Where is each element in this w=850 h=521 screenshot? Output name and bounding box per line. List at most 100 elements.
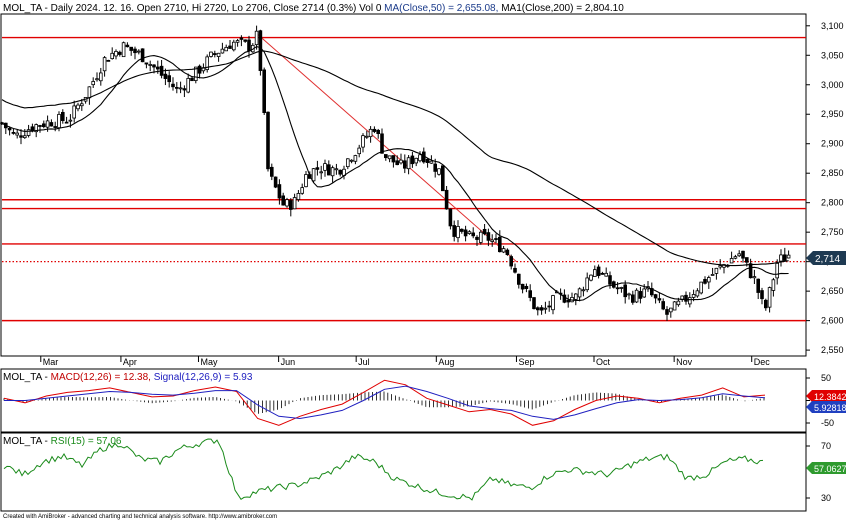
candle-body — [269, 166, 274, 177]
candle-body — [783, 254, 787, 261]
last-close-badge: 2,714 — [806, 251, 846, 265]
candle-body — [539, 307, 544, 311]
candle-body — [536, 307, 540, 311]
candle-body — [45, 120, 50, 128]
macd-value-badge: 12.3842 — [806, 390, 847, 402]
candle-body — [699, 281, 703, 294]
candle-body — [756, 278, 760, 293]
candle-body — [672, 301, 677, 311]
candle-body — [266, 111, 270, 170]
candle-body — [68, 119, 73, 122]
candle-body — [144, 62, 149, 65]
candle-body — [414, 157, 418, 164]
x-tick-label: Dec — [754, 357, 771, 367]
candle-body — [288, 200, 293, 210]
candle-body — [334, 168, 339, 171]
candle-body — [152, 64, 156, 68]
price-pane-frame — [0, 13, 807, 357]
candle-body — [615, 287, 620, 290]
candle-body — [387, 155, 392, 160]
candle-body — [114, 50, 118, 57]
x-tick-label: Nov — [676, 357, 693, 367]
candle-body — [748, 263, 753, 279]
candle-body — [437, 168, 441, 175]
candle-body — [383, 154, 388, 159]
candle-body — [197, 65, 202, 74]
candle-body — [281, 195, 285, 206]
rsi-y-tick-label: 70 — [821, 441, 831, 451]
candle-body — [577, 288, 582, 298]
candle-body — [459, 228, 464, 232]
candle-body — [505, 249, 510, 256]
candle-body — [118, 51, 122, 55]
x-tick-label: Oct — [596, 357, 611, 367]
candle-body — [239, 37, 244, 40]
candle-body — [338, 169, 342, 175]
price-y-axis: 3,100 3,050 3,000 2,950 2,900 2,850 2,800 2,750… — [806, 21, 844, 355]
x-tick-label: Aug — [438, 357, 454, 367]
candle-body — [171, 83, 175, 88]
candle-body — [729, 258, 734, 264]
macd-histogram — [3, 391, 765, 414]
candle-body — [140, 48, 145, 63]
candle-body — [76, 104, 80, 110]
rsi-value-badge: 57.0627 — [806, 462, 847, 474]
price-y-tick-label: 2,800 — [821, 198, 844, 208]
candle-body — [262, 69, 266, 113]
candle-body — [323, 163, 327, 171]
candle-body — [619, 287, 624, 289]
candle-body — [665, 309, 669, 315]
candle-body — [752, 276, 757, 279]
candle-body — [547, 305, 551, 308]
rsi-y-tick-label: 30 — [821, 493, 831, 503]
price-y-tick-label: 2,550 — [821, 345, 844, 355]
candle-body — [596, 266, 601, 276]
candle-body — [224, 46, 229, 52]
candle-body — [57, 113, 61, 129]
rsi-value: 57.0627 — [814, 464, 847, 474]
candle-body — [604, 272, 608, 277]
signal-label: Signal(12,26,9) = 5.93 — [154, 372, 253, 383]
candle-body — [300, 187, 304, 194]
candle-body — [661, 301, 665, 310]
candle-body — [600, 272, 605, 275]
candle-body — [490, 239, 494, 242]
candle-body — [247, 39, 251, 52]
candle-body — [440, 165, 445, 192]
candle-body — [513, 267, 517, 273]
candle-body — [478, 231, 483, 243]
rsi-header: MOL_TA - RSI(15) = 57.06 — [3, 436, 122, 447]
candle-body — [775, 262, 779, 279]
price-header: MOL_TA - Daily 2024. 12. 16. Open 2710, … — [3, 3, 624, 14]
candle-body — [593, 269, 597, 277]
candle-body — [517, 273, 521, 285]
rsi-y-axis: 70 30 — [806, 441, 831, 503]
candle-body — [49, 122, 54, 127]
candle-body — [30, 126, 35, 132]
candle-body — [15, 132, 20, 136]
candle-body — [463, 229, 468, 237]
candle-body — [402, 160, 407, 169]
x-tick-label: Mar — [43, 357, 59, 367]
candle-body — [718, 265, 722, 268]
candle-body — [737, 253, 741, 257]
candle-body — [136, 50, 141, 53]
candle-body — [372, 128, 377, 132]
candle-body — [174, 86, 179, 89]
candle-body — [277, 184, 282, 199]
candle-body — [345, 158, 350, 168]
candle-body — [395, 160, 399, 166]
candle-body — [551, 295, 555, 311]
last-close-value: 2,714 — [815, 254, 840, 265]
candle-body — [497, 236, 502, 253]
candle-body — [688, 297, 692, 305]
candle-body — [380, 133, 384, 154]
ma50-line — [1, 46, 789, 301]
candle-body — [42, 123, 46, 128]
candle-body — [212, 53, 217, 55]
ma200-line — [1, 50, 789, 267]
candle-body — [91, 81, 96, 86]
support-resistance-lines — [2, 36, 806, 322]
candle-body — [87, 86, 92, 99]
candle-body — [684, 294, 688, 302]
